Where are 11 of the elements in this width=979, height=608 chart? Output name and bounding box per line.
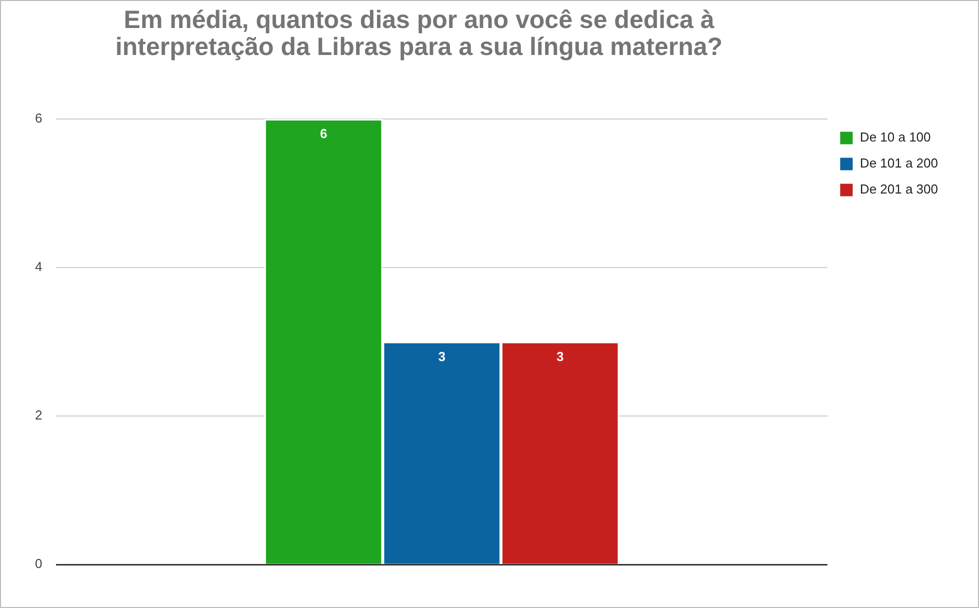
y-tick-label: 2: [34, 408, 42, 423]
data-label: 3: [438, 348, 446, 364]
y-tick-label: 6: [34, 110, 42, 126]
data-label: 3: [556, 348, 564, 364]
y-tick-label: 4: [34, 259, 42, 274]
data-label: 6: [320, 126, 328, 142]
legend-label: De 201 a 300: [860, 182, 938, 197]
chart-title: Em média, quantos dias por ano você se dedica à interpretação da Libras para a sua língua materna?: [114, 6, 724, 61]
legend-label: De 101 a 200: [860, 156, 938, 171]
y-tick-label: 0: [34, 556, 42, 572]
legend-label: De 10 a 100: [860, 130, 931, 145]
